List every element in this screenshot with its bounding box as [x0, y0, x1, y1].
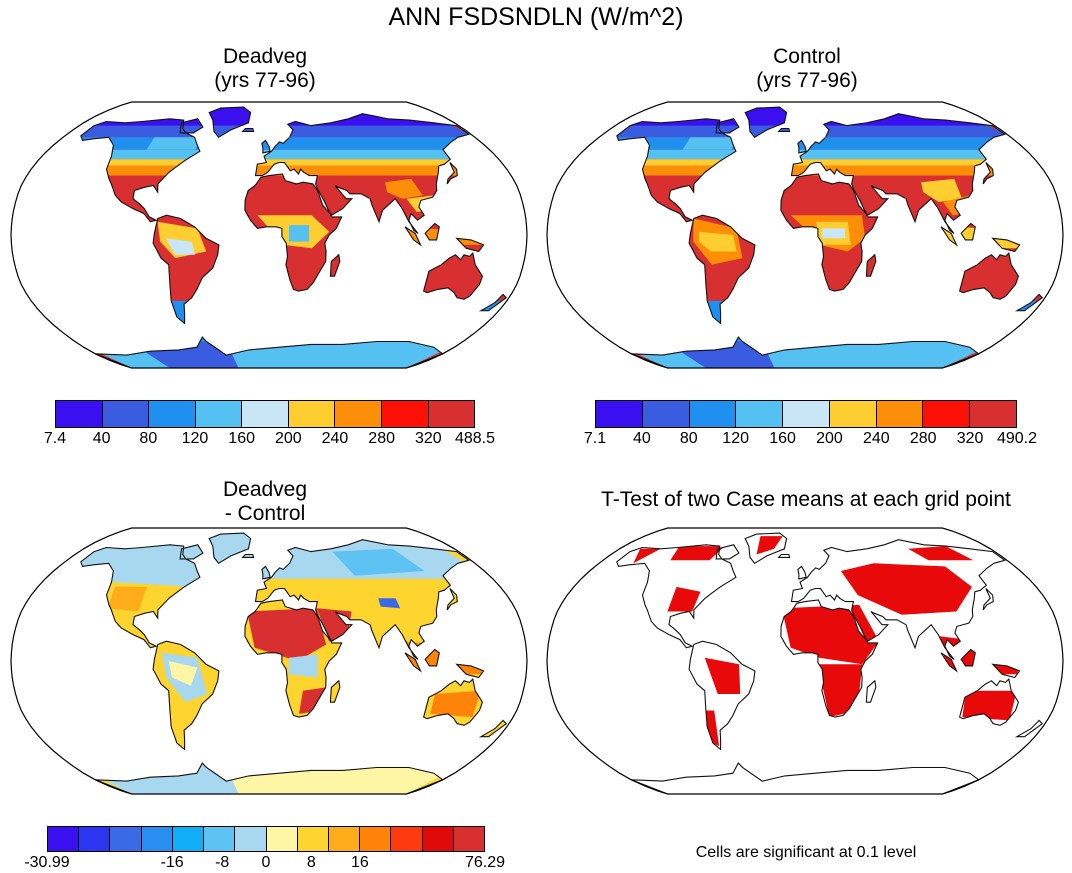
- colorbar-label: 80: [139, 430, 158, 447]
- colorbar-label: 80: [679, 430, 698, 447]
- map-ttest: [546, 527, 1064, 795]
- colorbar-control-labels: 7.1 40 80 120 160 200 240 280 320 490.2: [584, 430, 1037, 450]
- colorbar-swatch: [204, 827, 236, 851]
- colorbar-swatch: [195, 401, 243, 427]
- colorbar-swatch: [297, 827, 329, 851]
- map-border: [10, 101, 528, 369]
- colorbar-swatch: [829, 401, 877, 427]
- panel-control-title-line1: Control: [773, 45, 841, 68]
- map-border: [10, 527, 528, 795]
- panel-difference-title-line2: - Control: [224, 502, 306, 525]
- colorbar-swatch: [876, 401, 924, 427]
- colorbar-label: 240: [321, 430, 349, 447]
- colorbar-label: 120: [722, 430, 750, 447]
- panel-difference-title: Deadveg - Control: [105, 478, 425, 526]
- panel-deadveg-title-line2: (yrs 77-96): [214, 69, 316, 92]
- significance-note: Cells are significant at 0.1 level: [695, 844, 917, 861]
- colorbar-label: 160: [769, 430, 796, 447]
- colorbar-swatch: [596, 401, 643, 427]
- colorbar-swatch: [266, 827, 298, 851]
- colorbar-difference-labels: -30.99 -16 -8 0 8 16 76.29: [24, 854, 505, 873]
- colorbar-swatch: [242, 401, 289, 427]
- colorbar-swatch: [102, 401, 150, 427]
- colorbar-swatch: [56, 401, 103, 427]
- colorbar-swatch: [923, 401, 971, 427]
- colorbar-label: 76.29: [464, 854, 506, 871]
- colorbar-swatch: [642, 401, 690, 427]
- colorbar-swatch: [736, 401, 784, 427]
- map-border: [546, 101, 1064, 369]
- colorbar-deadveg: [55, 400, 475, 428]
- coastlines: [80, 532, 508, 795]
- colorbar-deadveg-labels: 7.4 40 80 120 160 200 240 280 320 488.5: [44, 430, 495, 450]
- panel-control-title-line2: (yrs 77-96): [756, 69, 858, 92]
- colorbar-label: 490.2: [996, 430, 1038, 447]
- colorbar-label: 240: [862, 430, 890, 447]
- colorbar-label: 8: [306, 854, 316, 871]
- colorbar-label: 40: [632, 430, 651, 447]
- colorbar-label: 200: [274, 430, 302, 447]
- colorbar-swatch: [172, 827, 205, 851]
- significant-cells: [633, 536, 1020, 747]
- colorbar-label: 7.4: [43, 430, 67, 447]
- colorbar-label: 16: [350, 854, 369, 871]
- colorbar-label: 488.5: [454, 430, 496, 447]
- colorbar-swatch: [391, 827, 423, 851]
- colorbar-label: 7.1: [583, 430, 607, 447]
- colorbar-swatch: [110, 827, 142, 851]
- colorbar-swatch: [428, 401, 475, 427]
- colorbar-swatch: [783, 401, 830, 427]
- colorbar-swatch: [360, 827, 392, 851]
- map-border: [546, 527, 1064, 795]
- colorbar-swatch: [79, 827, 111, 851]
- colorbar-label: 40: [92, 430, 111, 447]
- panel-control-title: Control (yrs 77-96): [647, 45, 967, 93]
- colorbar-label: 320: [414, 430, 442, 447]
- colorbar-label: -8: [215, 854, 230, 871]
- colorbar-swatch: [453, 827, 485, 851]
- panel-deadveg-title: Deadveg (yrs 77-96): [105, 45, 425, 93]
- colorbar-label: 160: [228, 430, 256, 447]
- figure-title: ANN FSDSNDLN (W/m^2): [388, 3, 684, 31]
- coastlines: [616, 532, 1044, 795]
- colorbar-label: -16: [160, 854, 184, 871]
- colorbar-swatch: [235, 827, 267, 851]
- colorbar-swatch: [149, 401, 196, 427]
- panel-difference-title-line1: Deadveg: [222, 478, 308, 501]
- colorbar-swatch: [422, 827, 454, 851]
- panel-deadveg-title-line1: Deadveg: [222, 45, 308, 68]
- colorbar-label: 280: [909, 430, 937, 447]
- coastlines: [616, 106, 1044, 369]
- panel-ttest-title: T-Test of two Case means at each grid po…: [601, 488, 1011, 511]
- map-difference: [10, 527, 528, 795]
- colorbar-swatch: [381, 401, 429, 427]
- colorbar-control: [595, 400, 1017, 428]
- colorbar-label: -30.99: [24, 854, 70, 871]
- colorbar-swatch: [141, 827, 173, 851]
- colorbar-swatch: [335, 401, 382, 427]
- colorbar-swatch: [288, 401, 336, 427]
- colorbar-label: 280: [368, 430, 396, 447]
- map-deadveg: [10, 101, 528, 369]
- colorbar-label: 200: [816, 430, 843, 447]
- colorbar-swatch: [689, 401, 737, 427]
- map-control: [546, 101, 1064, 369]
- colorbar-label: 120: [181, 430, 209, 447]
- colorbar-swatch: [48, 827, 80, 851]
- colorbar-swatch: [328, 827, 361, 851]
- colorbar-label: 0: [261, 854, 271, 871]
- colorbar-swatch: [970, 401, 1017, 427]
- colorbar-label: 320: [956, 430, 984, 447]
- colorbar-difference: [47, 826, 485, 852]
